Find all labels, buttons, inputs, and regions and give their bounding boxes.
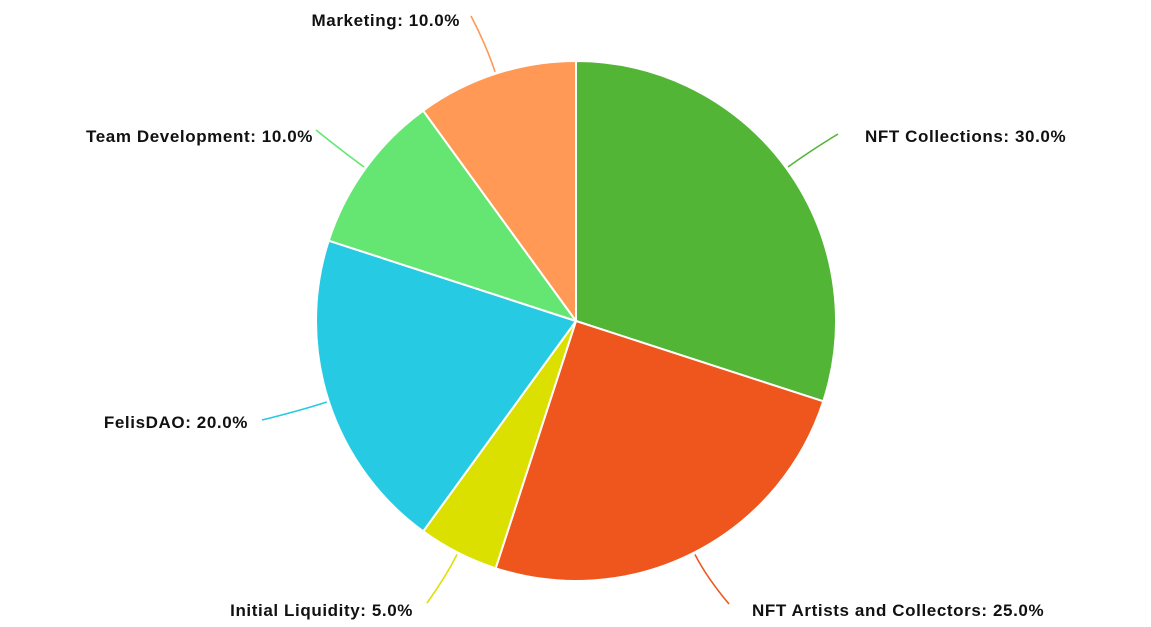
leader-line (694, 554, 730, 605)
leader-line (315, 129, 365, 168)
labels-layer: NFT Collections: 30.0% NFT Artists and Co… (86, 11, 1066, 620)
leader-lines-layer (261, 15, 839, 605)
slice-label: FelisDAO: 20.0% (104, 413, 248, 432)
leader-line (426, 554, 458, 604)
pie-slice (494, 320, 825, 582)
slice-label: Marketing: 10.0% (312, 11, 460, 30)
pie-slice (315, 239, 577, 533)
pie-slice (575, 60, 837, 403)
leader-line (261, 401, 328, 421)
slice-label: Team Development: 10.0% (86, 127, 313, 146)
slice-label: NFT Collections: 30.0% (865, 127, 1066, 146)
slice-label: Initial Liquidity: 5.0% (230, 601, 413, 620)
slices-layer (315, 60, 837, 582)
slice-label: NFT Artists and Collectors: 25.0% (752, 601, 1044, 620)
leader-line (470, 15, 496, 73)
leader-line (787, 133, 839, 168)
pie-slice (327, 109, 577, 322)
pie-slice (422, 60, 577, 322)
